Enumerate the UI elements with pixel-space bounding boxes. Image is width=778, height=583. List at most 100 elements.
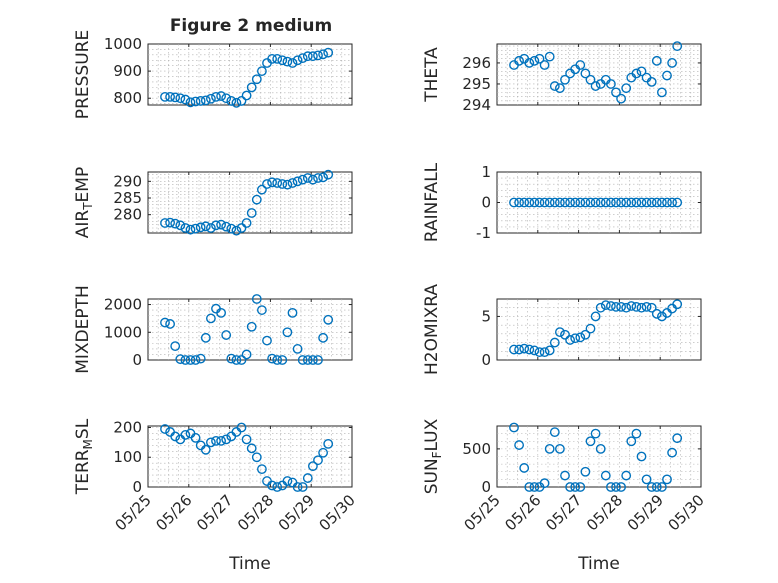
data-point	[672, 433, 683, 444]
y-tick-label: 5	[481, 307, 491, 325]
data-point	[575, 60, 586, 70]
data-point	[226, 96, 237, 106]
subplot-sun-flux: 0 500 SUNFLUX 05/2505/2605/2705/2805/2905/3…	[422, 418, 708, 574]
data-point	[267, 353, 277, 364]
data-point	[595, 197, 606, 208]
data-point	[657, 197, 667, 208]
data-point	[539, 197, 550, 208]
data-point	[221, 93, 232, 104]
data-point	[190, 96, 201, 107]
y-tick-label: -1	[476, 224, 491, 242]
data-point	[241, 434, 252, 445]
data-point	[195, 96, 206, 106]
data-point	[580, 197, 591, 208]
data-point	[297, 174, 308, 185]
data-point	[524, 58, 535, 68]
data-point	[621, 470, 632, 481]
data-point	[509, 197, 519, 208]
data-point	[180, 94, 191, 105]
data-point	[297, 482, 308, 492]
x-tick-label: 05/25	[461, 491, 504, 534]
data-point	[606, 301, 616, 311]
data-point	[600, 470, 611, 481]
data-point	[565, 335, 575, 345]
data-point	[221, 434, 232, 445]
y-axis-label: H2OMIXRA	[422, 284, 442, 375]
data-point	[262, 335, 272, 346]
figure-title: Figure 2 medium	[170, 16, 332, 36]
data-point	[667, 197, 677, 208]
data-point	[180, 355, 191, 365]
data-point	[560, 329, 570, 340]
data-point	[555, 83, 565, 94]
data-point	[170, 218, 181, 229]
data-point	[534, 347, 545, 358]
data-point	[672, 197, 683, 208]
data-point	[323, 314, 334, 325]
data-point	[226, 353, 237, 364]
data-point	[600, 300, 611, 310]
data-point	[539, 60, 550, 70]
data-point	[318, 447, 328, 458]
data-point	[651, 482, 662, 492]
data-point	[657, 87, 667, 98]
data-point	[195, 353, 206, 364]
data-point	[307, 51, 318, 62]
data-point	[667, 447, 677, 458]
data-point	[549, 337, 560, 348]
y-tick-label: 0	[481, 194, 491, 212]
x-tick-label: 05/25	[112, 491, 155, 534]
data-point	[282, 476, 293, 486]
data-point	[205, 313, 216, 324]
data-point	[211, 91, 221, 102]
data-point	[282, 327, 293, 338]
data-point	[190, 433, 201, 443]
data-point	[200, 444, 211, 455]
data-point	[160, 424, 170, 434]
y-tick-label: 2000	[104, 296, 142, 314]
data-point	[256, 464, 267, 475]
subplot-mixdepth: 0 1000 2000 MIXDEPTH	[73, 285, 353, 374]
data-point	[307, 174, 318, 185]
data-point	[287, 307, 298, 318]
data-point	[216, 307, 227, 318]
data-point	[595, 443, 606, 454]
data-point	[626, 301, 637, 311]
data-point	[190, 223, 201, 234]
data-point	[251, 294, 262, 304]
x-tick-label: 05/27	[193, 491, 236, 534]
x-tick-label: 05/29	[275, 491, 318, 534]
data-point	[600, 197, 611, 208]
data-point	[160, 317, 170, 328]
subplot-theta: 294 295 296 THETA	[422, 41, 702, 114]
y-axis-label: TERRMSL	[73, 418, 95, 495]
y-tick-label: 0	[481, 478, 491, 496]
data-point	[616, 93, 626, 104]
data-point	[241, 90, 252, 101]
data-point	[534, 53, 545, 64]
data-point	[606, 79, 616, 89]
data-point	[236, 223, 247, 233]
data-point	[590, 197, 601, 208]
data-point	[611, 197, 621, 208]
data-point	[662, 197, 672, 208]
data-point	[267, 177, 277, 188]
x-tick-label: 05/26	[152, 491, 195, 534]
data-point	[575, 197, 586, 208]
y-tick-label: 290	[113, 172, 142, 190]
data-point	[514, 344, 524, 355]
data-point	[585, 436, 596, 447]
y-tick-label: 500	[462, 440, 491, 458]
data-point	[585, 323, 596, 334]
axes-box	[147, 298, 353, 361]
data-point	[626, 197, 637, 208]
y-axis-label: THETA	[422, 47, 442, 103]
data-point	[195, 222, 206, 233]
data-point	[616, 482, 626, 492]
data-point	[165, 91, 176, 102]
data-point	[641, 301, 652, 312]
data-point	[575, 332, 586, 343]
data-point	[519, 343, 530, 354]
data-point	[302, 473, 313, 483]
